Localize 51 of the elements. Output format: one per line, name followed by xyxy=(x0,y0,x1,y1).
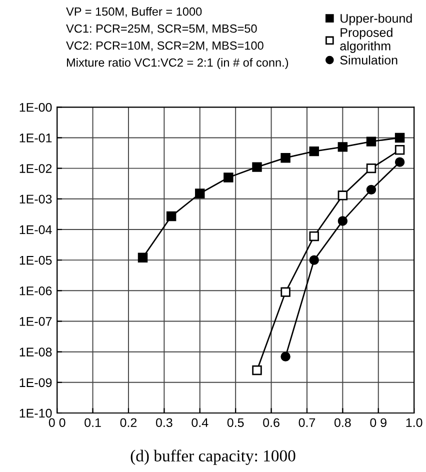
point xyxy=(338,190,348,200)
x-tick-label: 0 0 xyxy=(48,418,66,428)
point xyxy=(394,145,405,155)
y-tick-label: 1E-01 xyxy=(20,134,52,142)
point xyxy=(280,287,290,297)
point xyxy=(309,231,319,242)
x-tick-label: 0.7 xyxy=(298,418,316,428)
x-tick-label: 0.1 xyxy=(84,418,101,428)
x-tick-label: 0.8 xyxy=(334,418,351,428)
point xyxy=(224,172,234,182)
y-tick-label: 1E-08 xyxy=(20,348,52,356)
point xyxy=(280,352,290,362)
y-tick-label: 1E-04 xyxy=(20,225,52,234)
point xyxy=(195,188,205,198)
text: VP = 150M, Buffer = 1000 xyxy=(66,7,202,18)
x-tick-label: 1.0 xyxy=(406,418,422,428)
x-tick-label: 0.5 xyxy=(227,418,244,428)
text: VC1: PCR=25M, SCR=5M, MBS=50 xyxy=(66,24,257,34)
point xyxy=(338,142,348,152)
point xyxy=(138,252,148,263)
y-tick-label: 1E-00 xyxy=(20,102,52,112)
text: Mixture ratio VC1:VC2 = 2:1 (in # of conn.) xyxy=(67,58,288,70)
x-tick-label: 0.6 xyxy=(263,418,280,428)
legend-label: Proposed algorithm xyxy=(340,28,392,53)
point xyxy=(338,216,348,226)
text: (d) buffer capacity: 1000 xyxy=(130,450,296,465)
x-tick-label: 0 9 xyxy=(370,418,386,428)
point xyxy=(366,184,376,195)
x-tick-label: 0.4 xyxy=(192,418,208,428)
point xyxy=(366,163,376,174)
point xyxy=(280,152,290,163)
y-tick-label: 1E-02 xyxy=(20,164,52,173)
y-tick-label: 1E-07 xyxy=(20,317,52,326)
text: VC2: PCR=10M, SCR=2M, MBS=100 xyxy=(66,41,264,52)
y-tick-label: 1E-09 xyxy=(20,378,52,388)
point xyxy=(366,136,376,146)
point xyxy=(394,157,405,167)
point xyxy=(309,255,319,265)
x-tick-label: 0.2 xyxy=(120,418,137,428)
point xyxy=(252,365,262,376)
point xyxy=(394,132,405,143)
point xyxy=(309,146,319,156)
x-tick-label: 0.3 xyxy=(156,418,172,428)
y-tick-label: 1E-05 xyxy=(20,256,52,265)
y-tick-label: 1E-10 xyxy=(20,408,52,418)
y-tick-label: 1E-03 xyxy=(20,194,52,204)
legend-label: Upper-bound xyxy=(340,14,412,26)
point xyxy=(166,211,176,222)
y-tick-label: 1E-06 xyxy=(20,286,52,296)
point xyxy=(252,162,262,172)
legend-label: Simulation xyxy=(340,55,398,65)
